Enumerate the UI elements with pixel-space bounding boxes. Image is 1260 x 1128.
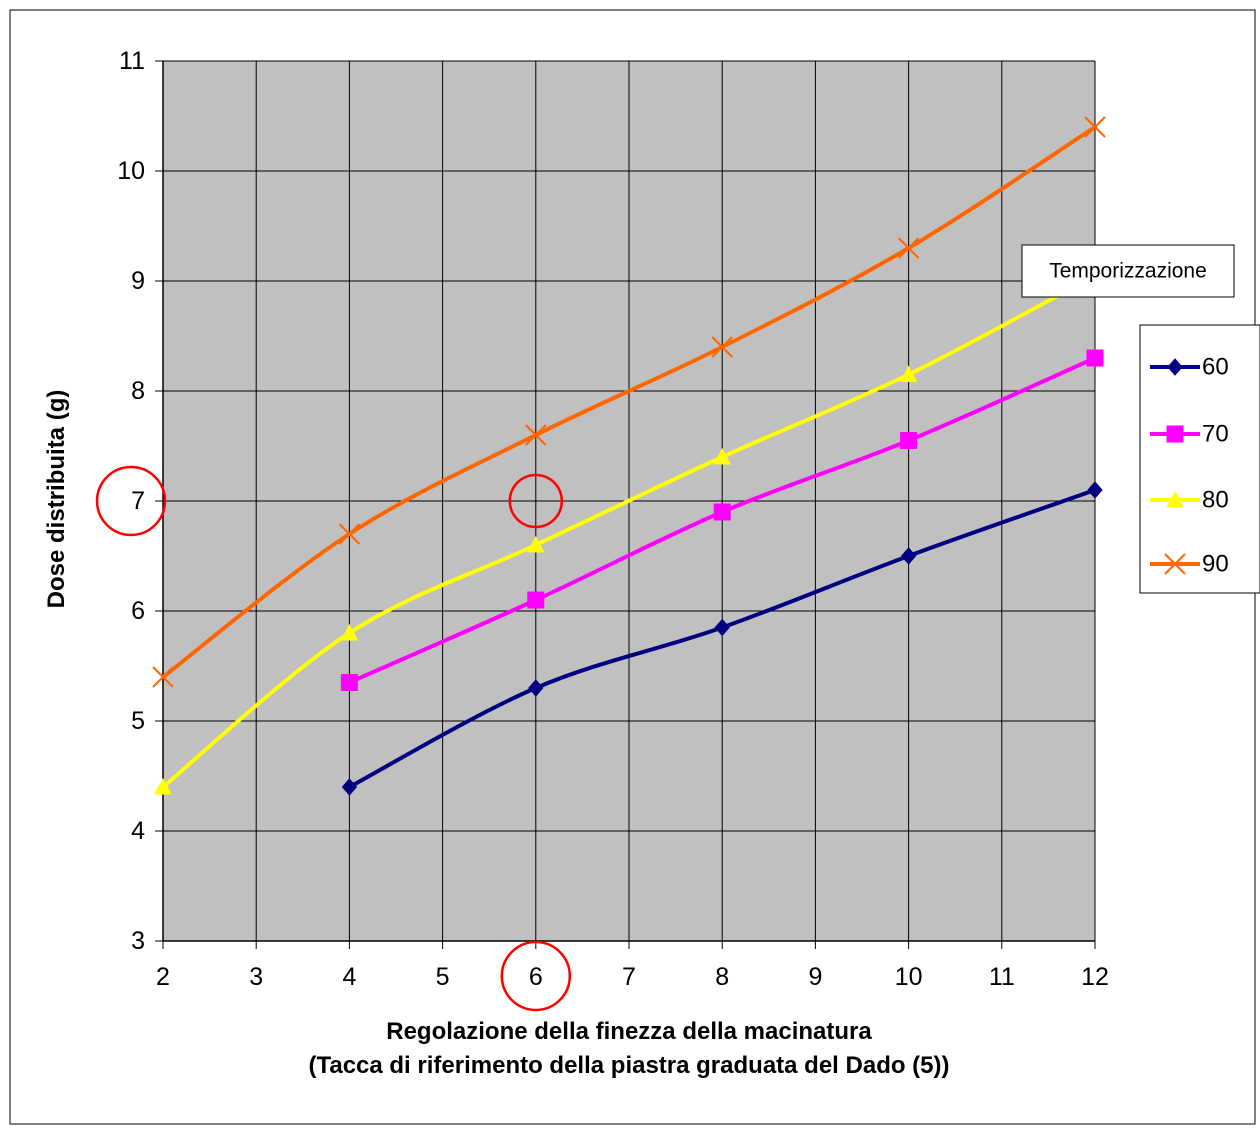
data-point-90 bbox=[338, 523, 361, 545]
data-point-80 bbox=[713, 447, 732, 465]
data-point-80 bbox=[340, 623, 359, 641]
y-tick-label: 4 bbox=[131, 817, 145, 845]
data-point-60 bbox=[714, 618, 730, 637]
y-tick-label: 9 bbox=[131, 267, 145, 295]
data-point-80 bbox=[899, 365, 918, 382]
legend-title: Temporizzazione bbox=[1049, 260, 1207, 283]
x-tick-label: 2 bbox=[156, 963, 170, 991]
x-tick-labels: 2 3 4 5 6 7 8 9 10 11 12 bbox=[156, 963, 1109, 991]
y-tick-label: 10 bbox=[117, 157, 145, 185]
highlight-circle bbox=[500, 940, 572, 1012]
series-layer bbox=[152, 116, 1106, 796]
x-tick-label: 9 bbox=[808, 963, 822, 991]
series-line-80 bbox=[161, 273, 1097, 789]
data-point-90 bbox=[152, 666, 174, 688]
legend-label: 90 bbox=[1202, 551, 1229, 578]
data-point-70 bbox=[713, 503, 731, 521]
x-axis-title-line2: (Tacca di riferimento della piastra grad… bbox=[308, 1052, 949, 1079]
highlight-circle bbox=[508, 473, 564, 529]
legend-marker-90 bbox=[1164, 553, 1186, 575]
y-tick-label: 6 bbox=[131, 597, 145, 625]
annotations bbox=[95, 465, 572, 1012]
legend-item-70: 70 bbox=[1150, 421, 1229, 448]
data-point-70 bbox=[527, 591, 545, 609]
data-point-90 bbox=[525, 424, 547, 446]
legend-title-box: Temporizzazione bbox=[1021, 244, 1235, 298]
x-axis-title-line1: Regolazione della finezza della macinatu… bbox=[386, 1018, 872, 1045]
series-60 bbox=[341, 481, 1103, 796]
data-point-60 bbox=[528, 679, 544, 697]
data-point-70 bbox=[340, 674, 358, 691]
y-tick-label: 7 bbox=[131, 487, 145, 515]
x-tick-label: 3 bbox=[249, 963, 263, 991]
legend-marker-80 bbox=[1166, 490, 1184, 508]
legend-marker-70 bbox=[1166, 425, 1184, 443]
data-point-90 bbox=[897, 237, 920, 259]
legend-item-90: 90 bbox=[1150, 551, 1229, 578]
legend-label: 60 bbox=[1202, 354, 1229, 381]
x-tick-label: 7 bbox=[622, 963, 636, 991]
series-line-90 bbox=[161, 125, 1097, 679]
y-tick-labels: 3 4 5 6 7 8 9 10 11 bbox=[117, 47, 145, 955]
data-point-70 bbox=[900, 432, 918, 449]
y-axis-title: Dose distribuita (g) bbox=[43, 390, 70, 609]
x-tick-label: 11 bbox=[989, 963, 1015, 991]
y-tick-label: 3 bbox=[131, 927, 145, 955]
x-tick-label: 5 bbox=[436, 963, 450, 991]
legend-item-80: 80 bbox=[1150, 487, 1229, 514]
highlight-circle bbox=[95, 465, 167, 537]
data-point-90 bbox=[711, 336, 733, 358]
x-tick-label: 10 bbox=[895, 963, 923, 991]
x-tick-label: 4 bbox=[342, 963, 356, 991]
data-point-70 bbox=[1086, 349, 1104, 367]
data-point-80 bbox=[154, 777, 172, 795]
legend-label: 80 bbox=[1202, 487, 1229, 514]
legend: 60 70 80 90 bbox=[1139, 324, 1260, 594]
data-point-60 bbox=[900, 547, 917, 565]
data-point-60 bbox=[341, 778, 358, 796]
x-tick-label: 8 bbox=[715, 963, 729, 991]
data-point-80 bbox=[526, 535, 545, 553]
legend-label: 70 bbox=[1202, 421, 1229, 448]
x-tick-label: 12 bbox=[1081, 963, 1109, 991]
y-tick-label: 8 bbox=[131, 377, 145, 405]
y-tick-label: 5 bbox=[131, 707, 145, 735]
x-tick-label: 6 bbox=[529, 963, 543, 991]
data-point-90 bbox=[1084, 116, 1106, 138]
series-70 bbox=[340, 349, 1104, 691]
legend-marker-60 bbox=[1167, 358, 1183, 376]
y-tick-label: 11 bbox=[119, 47, 145, 75]
series-90 bbox=[152, 116, 1106, 688]
data-point-60 bbox=[1087, 481, 1103, 499]
legend-item-60: 60 bbox=[1150, 354, 1229, 381]
